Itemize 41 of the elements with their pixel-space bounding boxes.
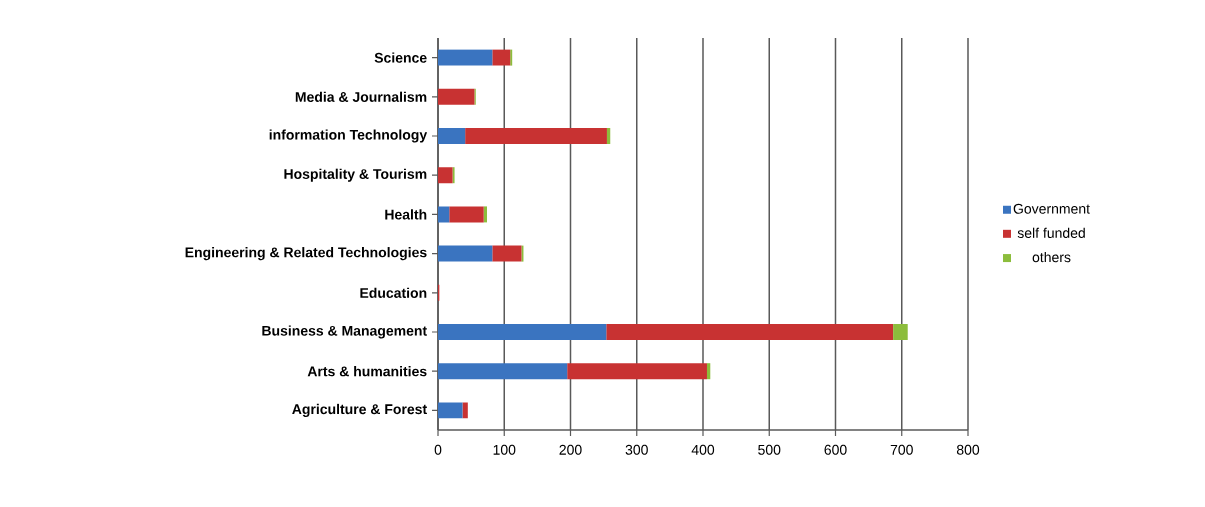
y-tick-label: Media & Journalism	[295, 91, 427, 102]
bar	[492, 245, 522, 262]
bar	[438, 324, 607, 341]
bar	[438, 49, 493, 66]
bar	[438, 245, 493, 262]
bar	[606, 324, 894, 341]
x-tick-label: 200	[559, 444, 582, 455]
x-tick-label: 600	[824, 444, 847, 455]
bar	[438, 128, 466, 145]
y-tick-label: Hospitality & Tourism	[284, 168, 427, 182]
legend-label: Government	[1013, 203, 1090, 214]
y-tick-label: Arts & humanities	[307, 366, 427, 377]
bar	[483, 206, 488, 223]
bar	[706, 363, 711, 380]
bar	[438, 402, 463, 419]
y-tick-label: Business & Management	[262, 325, 427, 339]
bar	[492, 49, 511, 66]
x-tick-label: 500	[758, 444, 781, 455]
legend-label: others	[1032, 251, 1071, 263]
y-tick-label: Agriculture & Forest	[292, 403, 427, 417]
y-tick-label: Education	[360, 287, 427, 298]
bar	[449, 206, 484, 223]
y-tick-label: Science	[374, 52, 427, 63]
x-tick-label: 800	[956, 444, 980, 455]
bar	[465, 128, 607, 145]
bar	[462, 402, 468, 419]
bar	[438, 88, 475, 105]
bar	[438, 167, 453, 184]
y-tick-label: Health	[385, 209, 427, 220]
bar	[438, 363, 568, 380]
bar	[606, 128, 611, 145]
y-tick-label: Engineering & Related Technologies	[185, 247, 427, 261]
x-tick-label: 700	[890, 444, 913, 455]
x-tick-label: 100	[493, 444, 516, 455]
x-tick-label: 300	[625, 444, 648, 455]
bar	[893, 324, 908, 341]
y-tick-label: information Technology	[269, 129, 428, 143]
x-tick-label: 400	[691, 444, 715, 455]
x-tick-label: 0	[434, 444, 442, 455]
legend-label: self funded	[1017, 227, 1085, 238]
bar	[567, 363, 707, 380]
